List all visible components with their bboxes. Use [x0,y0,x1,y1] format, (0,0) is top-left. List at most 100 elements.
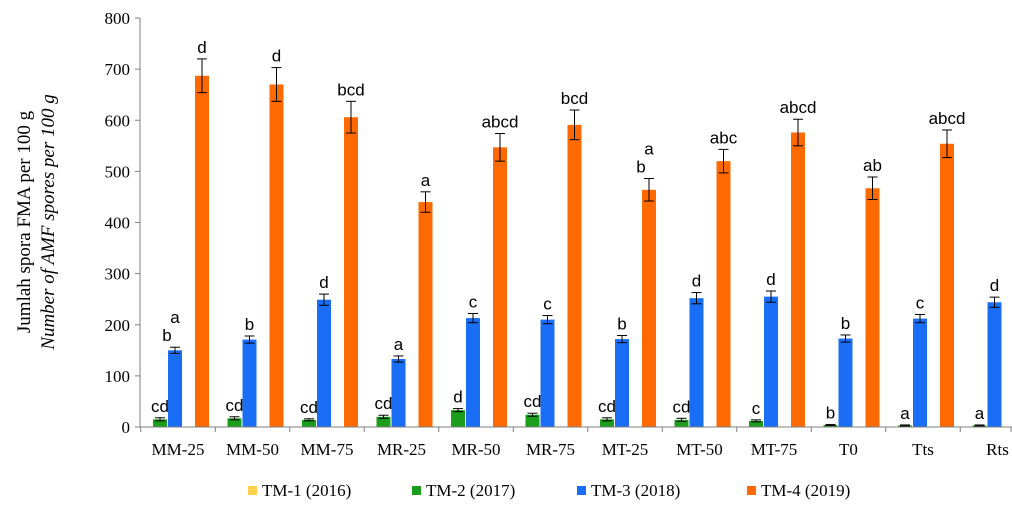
bar [615,339,629,427]
x-tick-label: T0 [839,440,858,459]
bar [418,202,433,427]
data-label: a [394,335,404,354]
bar [525,414,540,427]
y-tick-label: 600 [105,111,131,130]
bar [540,319,555,427]
bar [451,410,465,427]
y-tick-label: 400 [105,214,131,233]
bar [749,420,763,427]
data-label: c [752,399,761,418]
bar [195,75,209,428]
bar [344,117,358,428]
data-label: b [617,314,626,333]
bar [823,424,838,427]
bar [153,419,167,427]
legend-swatch [412,486,421,495]
data-label: cd [226,396,244,415]
data-label: c [916,294,925,313]
data-label: cd [300,398,318,417]
y-axis-label-italic: Number of AMF spores per 100 g [38,94,59,350]
bar [716,161,731,427]
bar [940,143,954,427]
bar [269,84,284,428]
bar [317,299,331,427]
bar [168,350,182,427]
data-label: d [197,38,206,57]
data-label: c [469,293,478,312]
data-label: cd [673,397,691,416]
x-tick-label: MR-25 [377,440,426,459]
data-label: c [543,295,552,314]
x-tick-label: MM-50 [226,440,279,459]
data-label: cd [598,397,616,416]
bar [674,419,689,427]
y-tick-label: 500 [105,162,131,181]
bar [242,339,257,427]
y-tick-label: 100 [105,367,131,386]
bar [689,298,704,427]
bar [302,419,316,427]
data-label: a [421,171,431,190]
x-tick-label: MT-50 [676,440,723,459]
bar [764,296,778,427]
bar [567,124,582,427]
bar [466,318,480,427]
legend-swatch [248,486,257,495]
legend-swatch [577,486,586,495]
x-tick-label: Tts [912,440,934,459]
x-tick-label: MT-25 [602,440,649,459]
bar [865,188,880,427]
data-label: b [636,158,645,177]
bar [376,416,391,427]
data-label: b [245,315,254,334]
data-label: b [841,314,850,333]
legend-label: TM-2 (2017) [426,481,515,500]
x-tick-label: Rts [986,440,1009,459]
data-label: d [319,273,328,292]
data-label: d [453,388,462,407]
data-label: abcd [482,113,519,132]
x-tick-label: MM-25 [152,440,205,459]
data-label: cd [524,392,542,411]
y-tick-label: 200 [105,316,131,335]
y-axis-title: Jumlah spora FMA per 100 g Number of AMF… [14,94,59,350]
data-label: d [766,270,775,289]
legend-label: TM-3 (2018) [591,481,680,500]
bar [791,132,805,427]
data-label: a [975,404,985,423]
legend: TM-1 (2016) TM-2 (2017) TM-3 (2018) TM-4 (2… [248,481,850,500]
bar [642,189,656,427]
x-axis-ticks: MM-25 MM-50 MM-75 MR-25 MR-50 MR-75 MT-25 MT-50… [140,426,1012,459]
data-label: abcd [780,98,817,117]
data-label: a [900,404,910,423]
data-label: cd [151,397,169,416]
bar [227,418,242,427]
plot-area: cdabdcdbdcddbcdcdaadcabcdcdcbcdcdbabcdda… [151,38,1002,428]
data-label: abc [710,128,738,147]
y-tick-label: 300 [105,265,131,284]
y-axis-ticks: 0 100 200 300 400 500 600 700 800 [105,9,141,437]
data-label: a [644,140,654,159]
legend-label: TM-4 (2019) [761,481,850,500]
data-label: cd [375,394,393,413]
data-label: b [162,326,171,345]
x-tick-label: MR-75 [526,440,575,459]
x-tick-label: MT-75 [751,440,798,459]
data-label: d [990,276,999,295]
data-label: a [170,308,180,327]
x-tick-label: MM-75 [301,440,354,459]
y-tick-label: 800 [105,9,131,28]
data-label: d [692,272,701,291]
bar [987,302,1002,427]
legend-label: TM-1 (2016) [262,481,351,500]
data-label: d [272,47,281,66]
bar [838,338,853,427]
y-tick-label: 0 [122,418,131,437]
bar [391,359,406,427]
data-label: bcd [561,89,588,108]
data-label: b [826,403,835,422]
y-axis-label: Jumlah spora FMA per 100 g [14,110,35,333]
data-label: ab [863,156,882,175]
data-label: bcd [337,80,364,99]
